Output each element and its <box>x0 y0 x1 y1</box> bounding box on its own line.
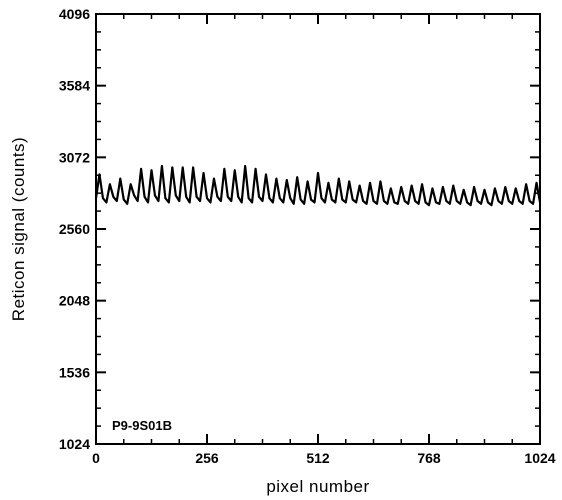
x-tick-label: 1024 <box>524 450 555 466</box>
y-tick-label: 2048 <box>59 293 90 309</box>
x-tick-label: 768 <box>417 450 441 466</box>
x-tick-label: 512 <box>306 450 330 466</box>
annotation-label: P9-9S01B <box>112 418 172 433</box>
y-tick-label: 1536 <box>59 364 90 380</box>
y-axis-title: Reticon signal (counts) <box>9 137 28 321</box>
major-ticks-group <box>95 13 541 445</box>
tick-labels-group: 0 256 512 768 1024 1024 1536 2048 2560 3072 3584 40… <box>59 6 556 466</box>
x-axis-title: pixel number <box>266 477 369 496</box>
y-tick-label: 2560 <box>59 221 90 237</box>
x-tick-label: 0 <box>92 450 100 466</box>
y-tick-label: 1024 <box>59 436 90 452</box>
plot-frame <box>95 13 541 445</box>
x-tick-label: 256 <box>195 450 219 466</box>
minor-ticks-group <box>96 14 540 444</box>
y-tick-label: 3584 <box>59 78 90 94</box>
y-tick-label: 3072 <box>59 149 90 165</box>
series-line <box>94 164 542 207</box>
y-tick-label: 4096 <box>59 6 90 22</box>
